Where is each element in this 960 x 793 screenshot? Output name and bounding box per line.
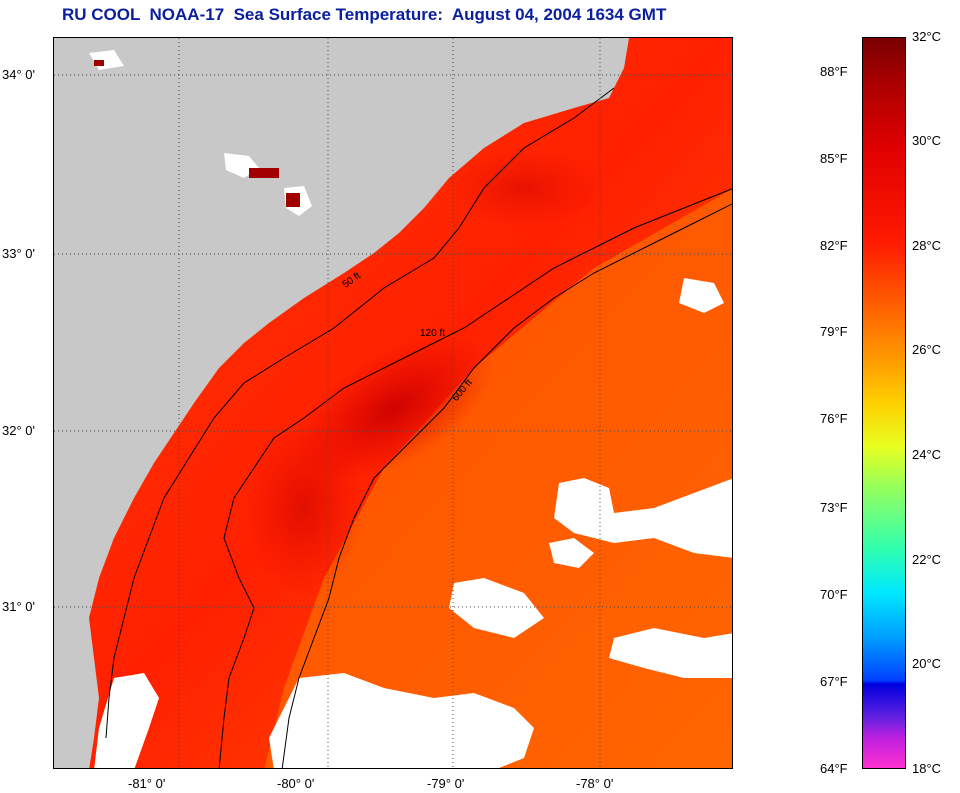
- clouds: [89, 50, 732, 768]
- cb-c-30: 30°C: [912, 133, 942, 148]
- sst-map-canvas: [54, 38, 732, 768]
- cb-f-79: 79°F: [820, 324, 848, 339]
- inland-hot-spot-3: [94, 60, 104, 66]
- cb-c-28: 28°C: [912, 238, 942, 253]
- contour-label-120ft: 120 ft: [420, 328, 446, 339]
- lon-label-80: -80° 0': [277, 776, 315, 791]
- cb-c-32: 32°C: [912, 29, 942, 44]
- cb-f-76: 76°F: [820, 411, 848, 426]
- contour-120ft: [218, 188, 732, 768]
- cb-f-64: 64°F: [820, 761, 848, 776]
- lon-label-78: -78° 0': [576, 776, 614, 791]
- map-title: RU COOL NOAA-17 Sea Surface Temperature:…: [62, 5, 667, 24]
- land: [54, 38, 629, 768]
- cb-f-70: 70°F: [820, 587, 848, 602]
- sst-map: [53, 37, 733, 769]
- temperature-colorbar: [862, 37, 906, 769]
- hot-core-3: [444, 148, 604, 228]
- offshore-region: [264, 189, 732, 768]
- cb-c-26: 26°C: [912, 342, 942, 357]
- land-northeast: [602, 38, 629, 88]
- cb-f-67: 67°F: [820, 674, 848, 689]
- lat-label-32: 32° 0': [2, 423, 35, 438]
- contour-50ft: [105, 87, 615, 739]
- cb-f-85: 85°F: [820, 151, 848, 166]
- inland-hot-spot-2: [286, 193, 300, 207]
- cb-c-22: 22°C: [912, 552, 942, 567]
- lon-label-81: -81° 0': [128, 776, 166, 791]
- lat-label-33: 33° 0': [2, 246, 35, 261]
- cb-c-24: 24°C: [912, 447, 942, 462]
- lat-lon-grid: [54, 38, 732, 768]
- hot-core-2: [244, 418, 364, 598]
- cb-f-82: 82°F: [820, 238, 848, 253]
- cb-f-73: 73°F: [820, 500, 848, 515]
- lat-label-31: 31° 0': [2, 599, 35, 614]
- cb-c-20: 20°C: [912, 656, 942, 671]
- contour-600ft: [281, 203, 732, 768]
- cb-f-88: 88°F: [820, 64, 848, 79]
- lat-label-34: 34° 0': [2, 67, 35, 82]
- lon-label-79: -79° 0': [427, 776, 465, 791]
- depth-contours: [105, 87, 732, 768]
- inland-hot-spot: [249, 168, 279, 178]
- cb-c-18: 18°C: [912, 761, 942, 776]
